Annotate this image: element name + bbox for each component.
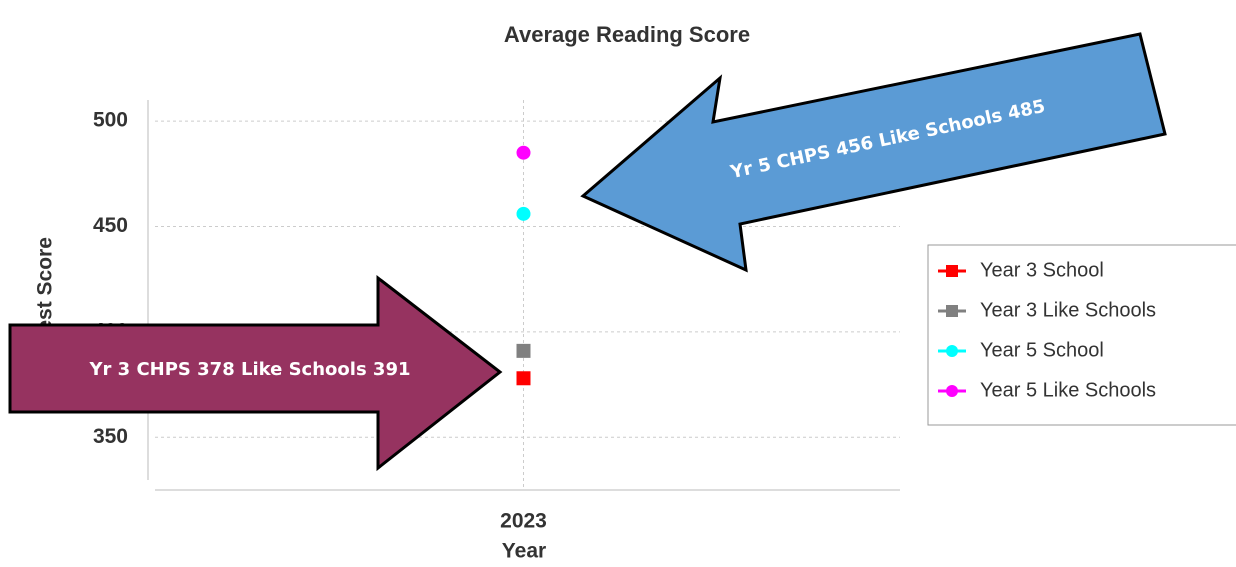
annotation-arrow	[8, 274, 503, 472]
y-axis-label: Test Score	[34, 237, 57, 343]
point	[516, 343, 531, 358]
x-tick-label: 2023	[500, 510, 547, 533]
x-axis-label: Year	[502, 540, 546, 563]
legend-marker	[946, 345, 958, 357]
y-tick-label: 500	[93, 109, 128, 132]
chart-title: Average Reading Score	[504, 22, 750, 47]
y-tick-label: 450	[93, 214, 128, 237]
point	[516, 206, 531, 221]
point	[516, 145, 531, 160]
legend-items: Year 3 School Year 3 Like Schools Year 5 S…	[938, 259, 1156, 401]
y-tick-label: 350	[93, 425, 128, 448]
legend-marker	[946, 385, 958, 397]
legend-label: Year 3 Like Schools	[980, 299, 1156, 321]
legend-label: Year 5 Like Schools	[980, 379, 1156, 401]
legend-label: Year 3 School	[980, 259, 1104, 281]
legend-marker	[946, 305, 958, 317]
point	[516, 371, 531, 386]
legend	[927, 244, 1236, 426]
legend-marker	[946, 265, 958, 277]
legend-label: Year 5 School	[980, 339, 1104, 361]
annotation-arrow	[580, 32, 1167, 273]
annotation: Yr 3 CHPS 378 Like Schools 391	[88, 359, 410, 380]
